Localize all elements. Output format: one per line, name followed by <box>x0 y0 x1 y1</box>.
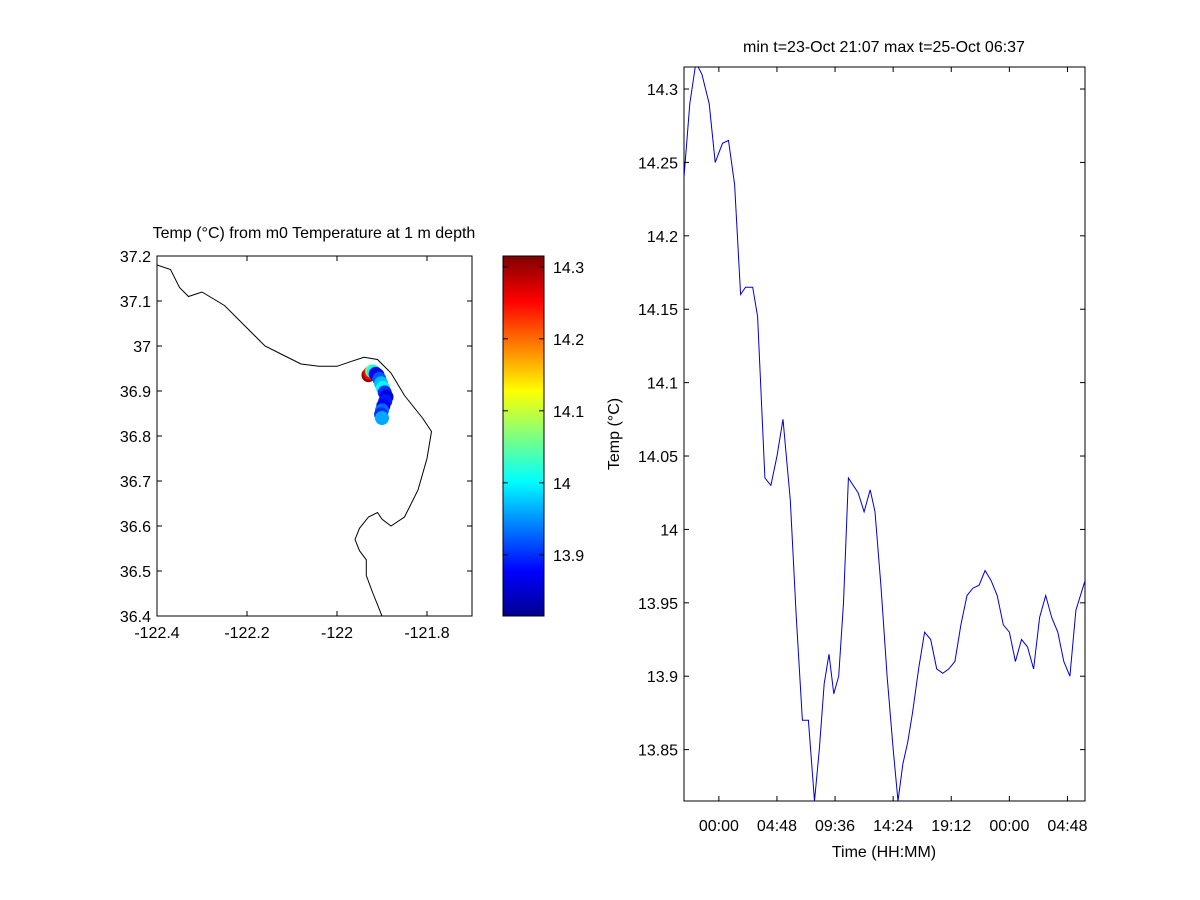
colorbar: 13.9 14 14.1 14.2 14.3 <box>502 255 584 617</box>
timeseries-y-tick-label: 14.25 <box>638 155 678 172</box>
timeseries-x-tick-label: 04:48 <box>757 818 797 835</box>
map-x-tick-label: -122.2 <box>224 625 269 642</box>
timeseries-xlabel: Time (HH:MM) <box>832 844 936 861</box>
timeseries-y-tick-label: 14.3 <box>647 82 678 99</box>
map-y-tick-label: 36.5 <box>120 564 151 581</box>
timeseries-panel: min t=23-Oct 21:07 max t=25-Oct 06:37 00… <box>606 39 1088 861</box>
temperature-series-line <box>684 67 1085 801</box>
timeseries-y-tick-label: 14.05 <box>638 449 678 466</box>
colorbar-tick-label: 14.2 <box>553 332 584 349</box>
track-points <box>361 364 394 425</box>
timeseries-x-tick-label: 00:00 <box>699 818 739 835</box>
timeseries-axes-frame <box>683 66 1086 802</box>
map-axes-frame <box>156 255 473 617</box>
timeseries-x-tick-label: 04:48 <box>1047 818 1087 835</box>
track-point <box>375 411 389 425</box>
timeseries-y-tick-label: 13.9 <box>647 669 678 686</box>
map-y-tick-label: 37.2 <box>120 249 151 266</box>
map-y-tick-label: 36.7 <box>120 474 151 491</box>
timeseries-x-tick-label: 09:36 <box>815 818 855 835</box>
timeseries-y-ticks: 13.85 13.9 13.95 14 14.05 14.1 14.15 14.2 14.25 1… <box>638 82 1085 760</box>
timeseries-y-tick-label: 14.2 <box>647 229 678 246</box>
colorbar-tick-label: 14.1 <box>553 404 584 421</box>
map-x-tick-label: -121.8 <box>404 625 449 642</box>
colorbar-tick-label: 14 <box>553 476 571 493</box>
timeseries-y-tick-label: 13.95 <box>638 596 678 613</box>
timeseries-ylabel: Temp (°C) <box>606 398 623 470</box>
timeseries-title: min t=23-Oct 21:07 max t=25-Oct 06:37 <box>743 39 1025 56</box>
colorbar-gradient <box>502 255 545 617</box>
timeseries-x-tick-label: 00:00 <box>989 818 1029 835</box>
timeseries-y-tick-label: 14 <box>660 522 678 539</box>
timeseries-x-tick-label: 19:12 <box>931 818 971 835</box>
map-y-tick-label: 36.4 <box>120 609 151 626</box>
map-y-tick-label: 36.8 <box>120 429 151 446</box>
timeseries-y-tick-label: 13.85 <box>638 743 678 760</box>
map-panel: Temp (°C) from m0 Temperature at 1 m dep… <box>120 225 475 642</box>
map-y-tick-label: 36.9 <box>120 384 151 401</box>
timeseries-y-tick-label: 14.1 <box>647 376 678 393</box>
coastline <box>157 264 433 616</box>
colorbar-tick-label: 14.3 <box>553 260 584 277</box>
timeseries-x-ticks: 00:00 04:48 09:36 14:24 19:12 00:00 04:48 <box>699 67 1088 835</box>
map-y-tick-label: 36.6 <box>120 519 151 536</box>
colorbar-tick-label: 13.9 <box>553 548 584 565</box>
map-x-tick-label: -122.4 <box>134 625 179 642</box>
map-y-tick-label: 37 <box>133 339 151 356</box>
map-x-tick-label: -122 <box>321 625 353 642</box>
map-y-ticks: 36.4 36.5 36.6 36.7 36.8 36.9 37 37.1 37.2 <box>120 249 472 626</box>
timeseries-x-tick-label: 14:24 <box>873 818 913 835</box>
map-y-tick-label: 37.1 <box>120 294 151 311</box>
map-title: Temp (°C) from m0 Temperature at 1 m dep… <box>153 225 476 242</box>
colorbar-ticks: 13.9 14 14.1 14.2 14.3 <box>503 260 584 565</box>
timeseries-y-tick-label: 14.15 <box>638 302 678 319</box>
map-x-ticks: -122.4 -122.2 -122 -121.8 <box>134 256 450 642</box>
